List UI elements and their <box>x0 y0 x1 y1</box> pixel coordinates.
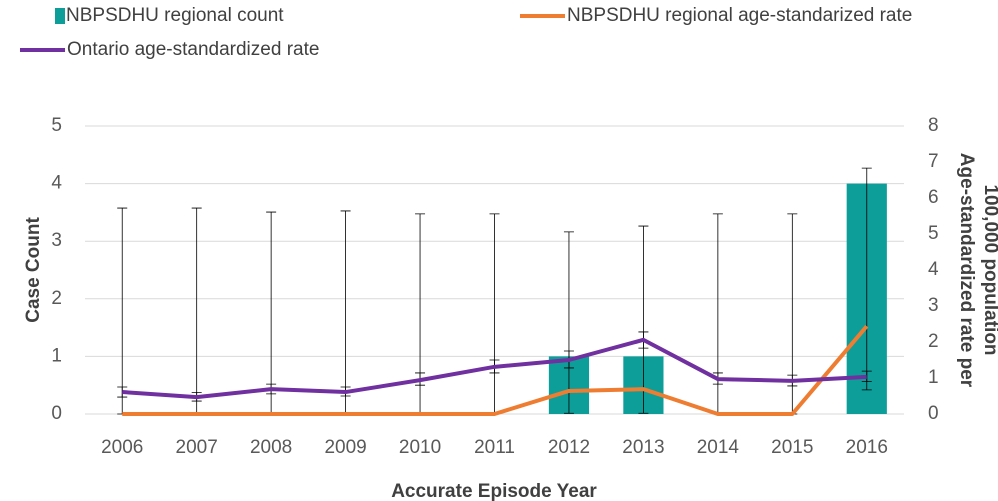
y-tick-label: 0 <box>51 403 62 424</box>
y2-axis-title: Age-standardized rate per <box>956 153 977 388</box>
y2-axis-title: 100,000 population <box>980 184 998 355</box>
line <box>122 337 867 400</box>
error-bar <box>117 207 128 415</box>
y2-tick-label: 0 <box>928 403 939 424</box>
y2-tick-label: 3 <box>928 295 939 316</box>
x-tick-label: 2007 <box>176 437 218 458</box>
x-tick-label: 2011 <box>474 437 515 458</box>
legend-label: NBPSDHU regional count <box>66 5 284 26</box>
y2-tick-label: 2 <box>928 331 939 352</box>
x-tick-label: 2013 <box>622 437 664 458</box>
y2-tick-label: 1 <box>928 367 939 388</box>
error-bar <box>117 386 128 398</box>
x-tick-label: 2008 <box>250 437 292 458</box>
x-axis-title: Accurate Episode Year <box>391 481 597 501</box>
y-axis-title: Case Count <box>23 217 44 323</box>
legend-label: NBPSDHU regional age-standarized rate <box>567 5 912 26</box>
y2-tick-label: 8 <box>928 115 939 136</box>
error-bar <box>489 213 500 415</box>
y-tick-label: 2 <box>51 288 62 309</box>
y-tick-label: 5 <box>51 115 62 136</box>
y-tick-label: 4 <box>51 173 62 194</box>
y2-tick-label: 5 <box>928 223 939 244</box>
y-tick-label: 1 <box>51 345 62 366</box>
y2-tick-label: 4 <box>928 259 939 280</box>
error-bar <box>563 231 574 414</box>
error-bar <box>191 207 202 415</box>
y2-tick-label: 6 <box>928 187 939 208</box>
x-tick-label: 2006 <box>101 437 143 458</box>
x-tick-label: 2016 <box>846 437 888 458</box>
error-bar <box>861 370 872 382</box>
y-tick-label: 3 <box>51 230 62 251</box>
error-bar <box>266 211 277 415</box>
legend-label: Ontario age-standardized rate <box>67 39 319 60</box>
y2-tick-label: 7 <box>928 151 939 172</box>
error-bar <box>638 225 649 414</box>
x-tick-label: 2009 <box>324 437 366 458</box>
x-tick-label: 2012 <box>548 437 590 458</box>
x-tick-label: 2014 <box>697 437 740 458</box>
error-bar <box>861 167 872 391</box>
x-tick-label: 2010 <box>399 437 441 458</box>
x-tick-label: 2015 <box>771 437 813 458</box>
legend-swatch <box>55 8 65 24</box>
line <box>122 324 869 416</box>
